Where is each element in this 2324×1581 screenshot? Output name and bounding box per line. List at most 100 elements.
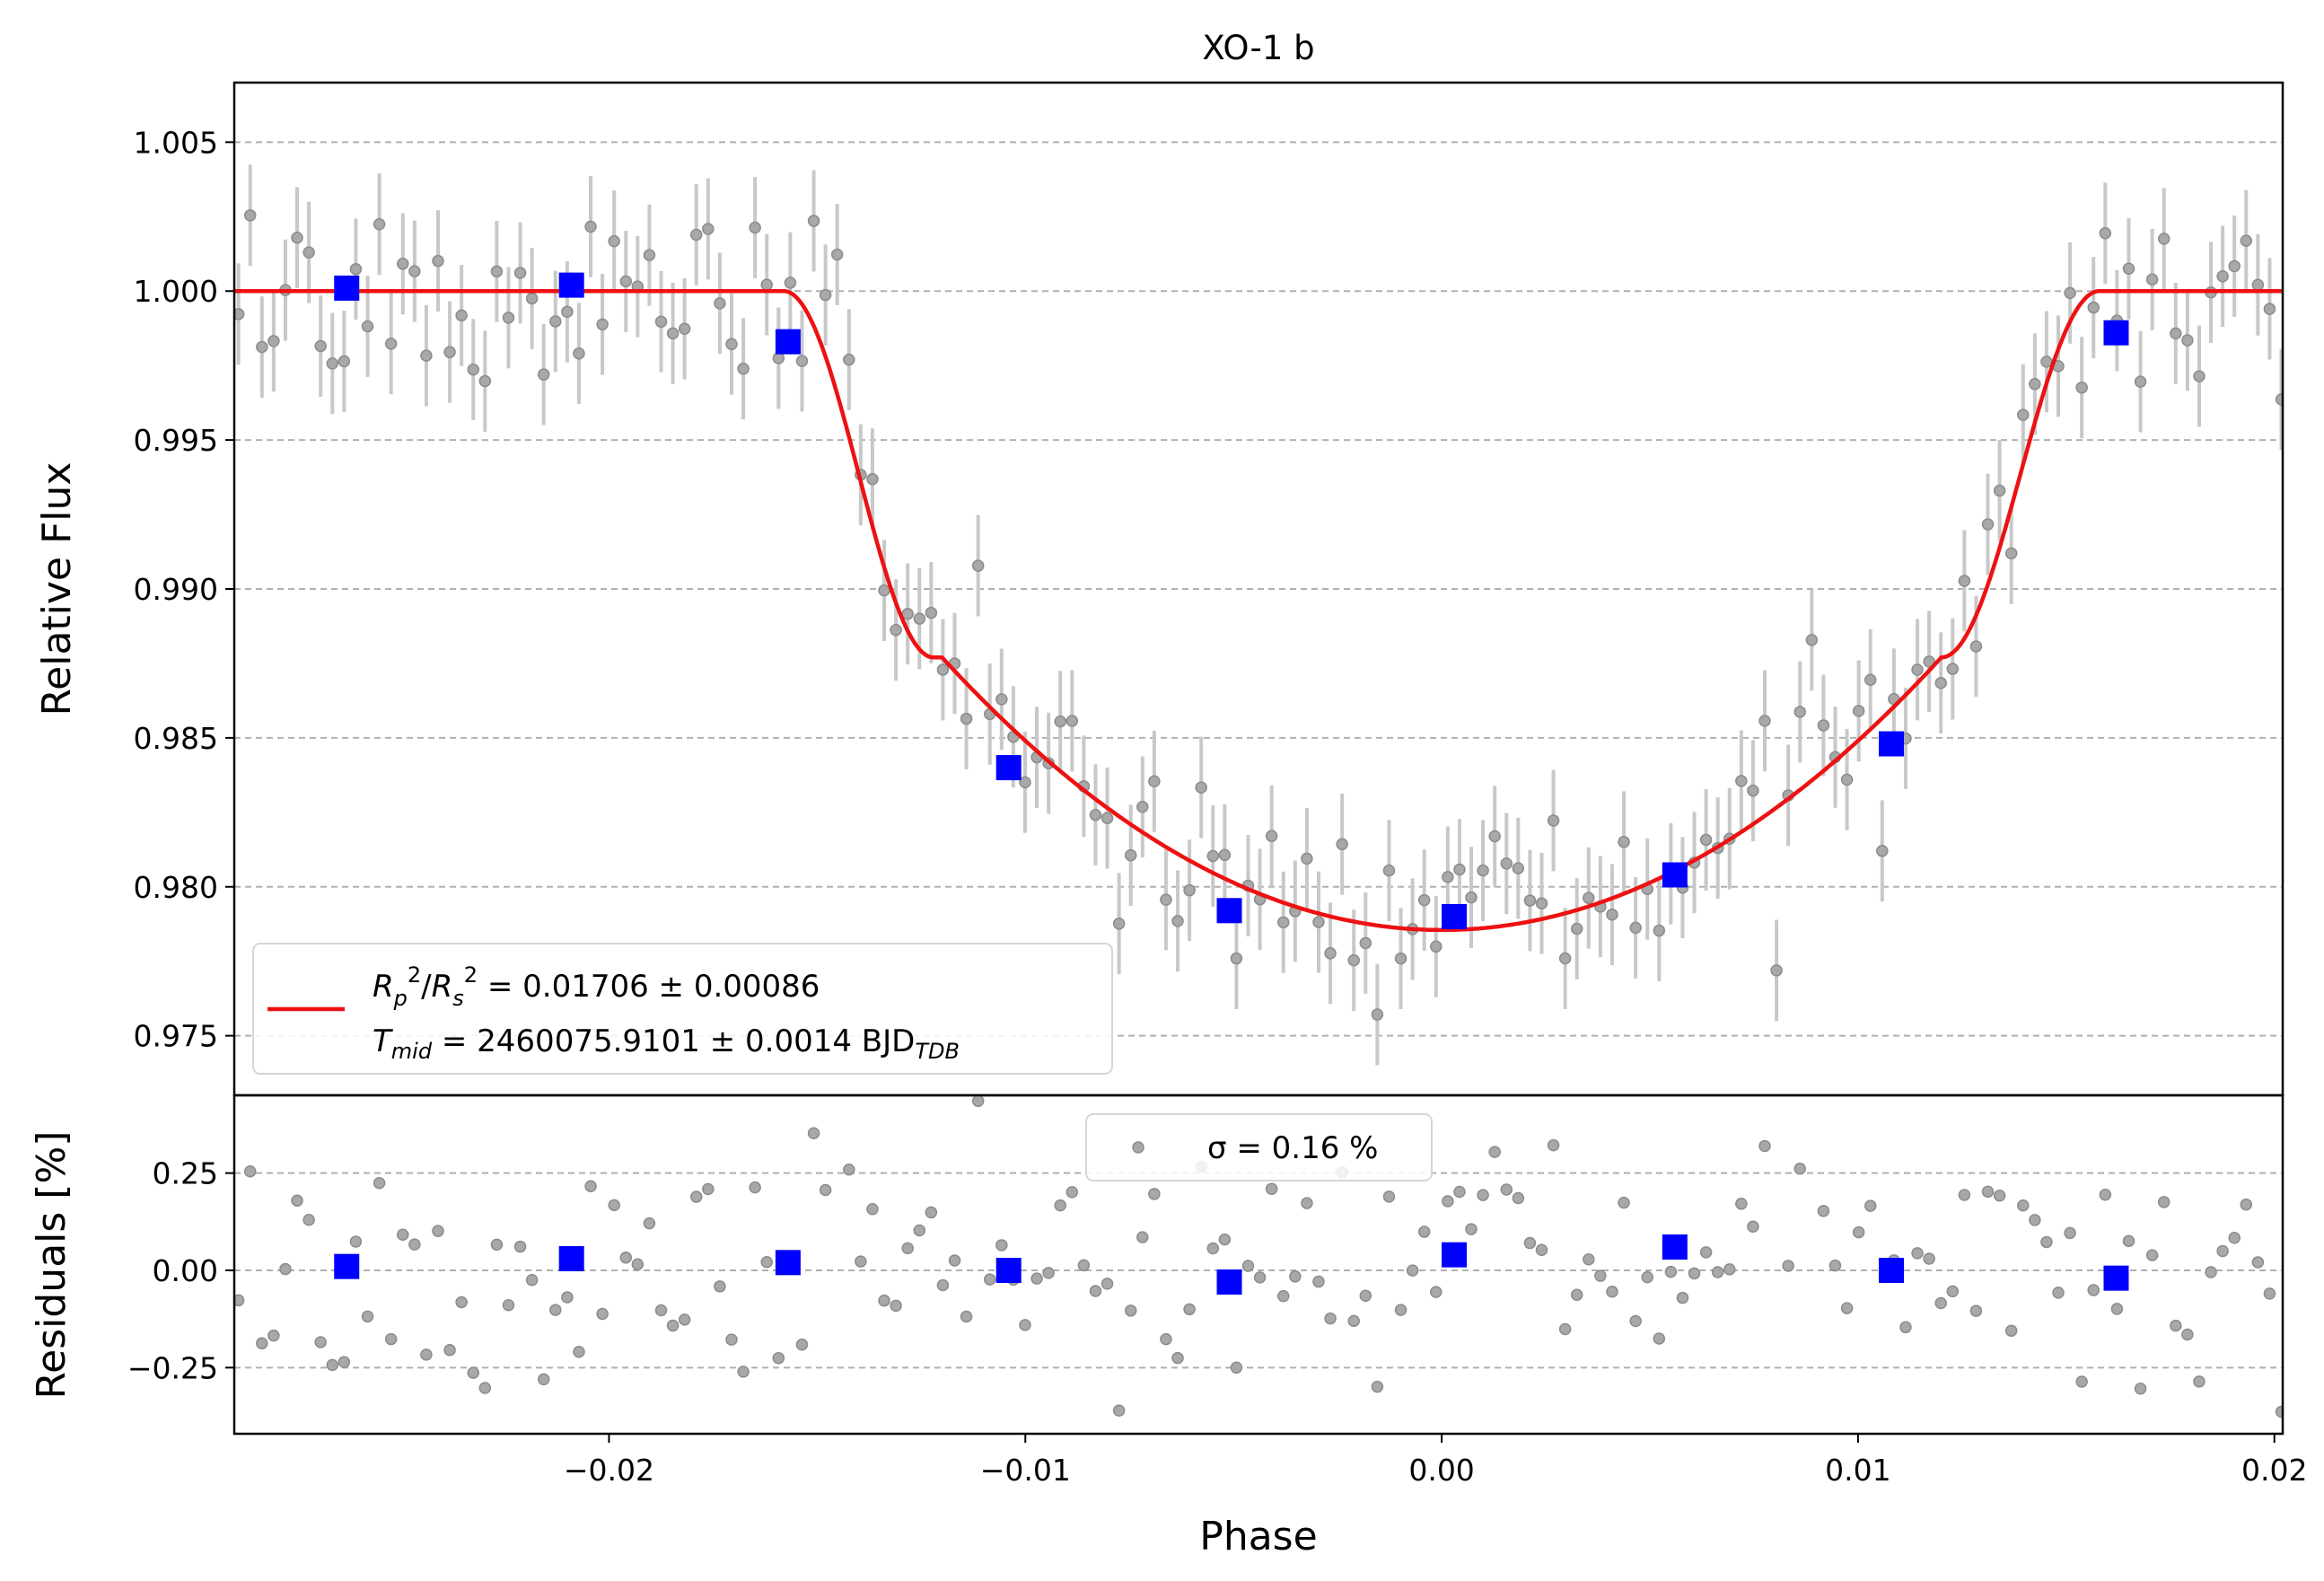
flux-data-point [2099, 226, 2112, 240]
flux-data-point [1453, 863, 1466, 876]
residual-data-point [2251, 1256, 2265, 1269]
residual-data-point [2017, 1199, 2030, 1212]
residual-data-point [432, 1225, 444, 1237]
flux-data-point [384, 338, 398, 350]
residual-data-point [843, 1164, 855, 1176]
residual-data-point [936, 1278, 950, 1292]
residual-data-point [1276, 1289, 1290, 1303]
y-axis-label-residuals: Residuals [%] [29, 1131, 75, 1400]
residual-data-point [2099, 1188, 2112, 1201]
flux-data-point [420, 349, 433, 362]
flux-data-point [2216, 270, 2229, 283]
flux-data-point [1606, 908, 1618, 921]
residual-data-point [2275, 1405, 2283, 1419]
flux-data-point [1171, 915, 1184, 927]
flux-data-point [936, 663, 950, 676]
flux-data-point [725, 338, 738, 351]
flux-data-point [525, 292, 539, 305]
residual-data-point [702, 1182, 715, 1196]
residual-data-point [2145, 1249, 2159, 1261]
flux-data-point [513, 267, 527, 279]
flux-data-point [1019, 776, 1031, 789]
flux-data-point [890, 623, 902, 637]
flux-data-point [702, 223, 715, 235]
flux-data-point [1618, 836, 1630, 848]
flux-data-point [1653, 924, 1666, 937]
y-tick-label: 0.00 [153, 1253, 218, 1288]
x-axis-ticks: −0.02 −0.01 0.00 0.01 0.02 [564, 1434, 2307, 1488]
flux-data-point [1805, 634, 1819, 646]
residual-data-point [384, 1332, 398, 1346]
flux-data-point [1066, 715, 1079, 727]
residual-data-point [1558, 1322, 1572, 1336]
flux-data-point [373, 218, 386, 231]
residual-data-point [1747, 1220, 1759, 1233]
residual-data-point [1969, 1304, 1983, 1317]
residual-data-point [408, 1238, 421, 1251]
residual-data-point [314, 1336, 327, 1348]
flux-data-point [1500, 857, 1513, 870]
flux-data-point [502, 312, 515, 324]
residual-data-point [397, 1228, 409, 1241]
flux-data-point [2170, 327, 2182, 340]
flux-data-point [2251, 278, 2265, 292]
y-tick-label: 1.000 [134, 274, 218, 309]
flux-data-point [1101, 812, 1114, 825]
residual-data-point [608, 1199, 620, 1212]
residual-data-point [1206, 1242, 1220, 1255]
flux-data-point [1699, 833, 1713, 847]
flux-data-point [654, 315, 668, 329]
flux-data-point [784, 277, 797, 289]
residual-data-point [1877, 1438, 1888, 1449]
residual-data-point [714, 1280, 726, 1293]
flux-data-point [314, 339, 327, 353]
residual-data-point [1042, 1267, 1055, 1279]
flux-data-point [2157, 233, 2171, 245]
legend-rp-rs-label: Rp2/Rs2 = 0.01706 ± 0.00086 [373, 962, 820, 1011]
residual-data-point [1089, 1285, 1102, 1297]
residual-data-point [420, 1348, 433, 1361]
residual-data-point [549, 1304, 562, 1316]
residual-data-point [2075, 1375, 2088, 1388]
residual-data-point [1136, 1231, 1149, 1243]
residual-data-point [502, 1298, 515, 1312]
residual-data-point [1570, 1288, 1583, 1301]
x-tick-label: −0.01 [980, 1453, 1071, 1488]
residual-data-point [1077, 1259, 1091, 1272]
residual-data-point [349, 1235, 363, 1248]
residual-data-point [2087, 1284, 2100, 1296]
flux-data-point [408, 265, 421, 277]
flux-data-point [1183, 883, 1196, 897]
residual-data-point [1500, 1183, 1513, 1196]
flux-data-point [2288, 340, 2299, 351]
residual-data-point [1829, 1259, 1842, 1272]
residual-data-point [1406, 1264, 1419, 1277]
flux-data-point [1371, 1008, 1384, 1021]
flux-data-point [490, 265, 504, 278]
residual-data-point [1171, 1351, 1184, 1365]
residual-data-point [1488, 1146, 1501, 1158]
flux-data-point [2075, 381, 2088, 394]
binned-flux-point [1879, 731, 1905, 757]
residual-data-point [2122, 1234, 2135, 1248]
y-tick-label: 1.005 [134, 125, 218, 160]
residual-data-point [2157, 1196, 2171, 1208]
flux-data-point [2017, 408, 2030, 421]
flux-data-point [1758, 715, 1771, 727]
residual-data-point [2181, 1328, 2194, 1341]
residual-data-point [2170, 1319, 2182, 1332]
flux-data-point [1477, 864, 1489, 877]
residual-panel-frame [232, 1094, 2285, 1436]
residual-data-point [1030, 1272, 1043, 1285]
residual-data-point [913, 1224, 926, 1237]
residual-data-point [361, 1310, 374, 1323]
flux-data-point [1136, 801, 1149, 813]
x-axis-label-phase: Phase [1199, 1514, 1317, 1559]
residual-data-point [467, 1366, 479, 1379]
flux-data-point [1112, 918, 1126, 930]
residual-data-point [2004, 1324, 2018, 1338]
residual-panel-gridlines [234, 1172, 2283, 1369]
light-curve-binned-points [334, 272, 2129, 929]
residual-data-point [1723, 1263, 1736, 1276]
flux-data-point [1735, 775, 1748, 787]
